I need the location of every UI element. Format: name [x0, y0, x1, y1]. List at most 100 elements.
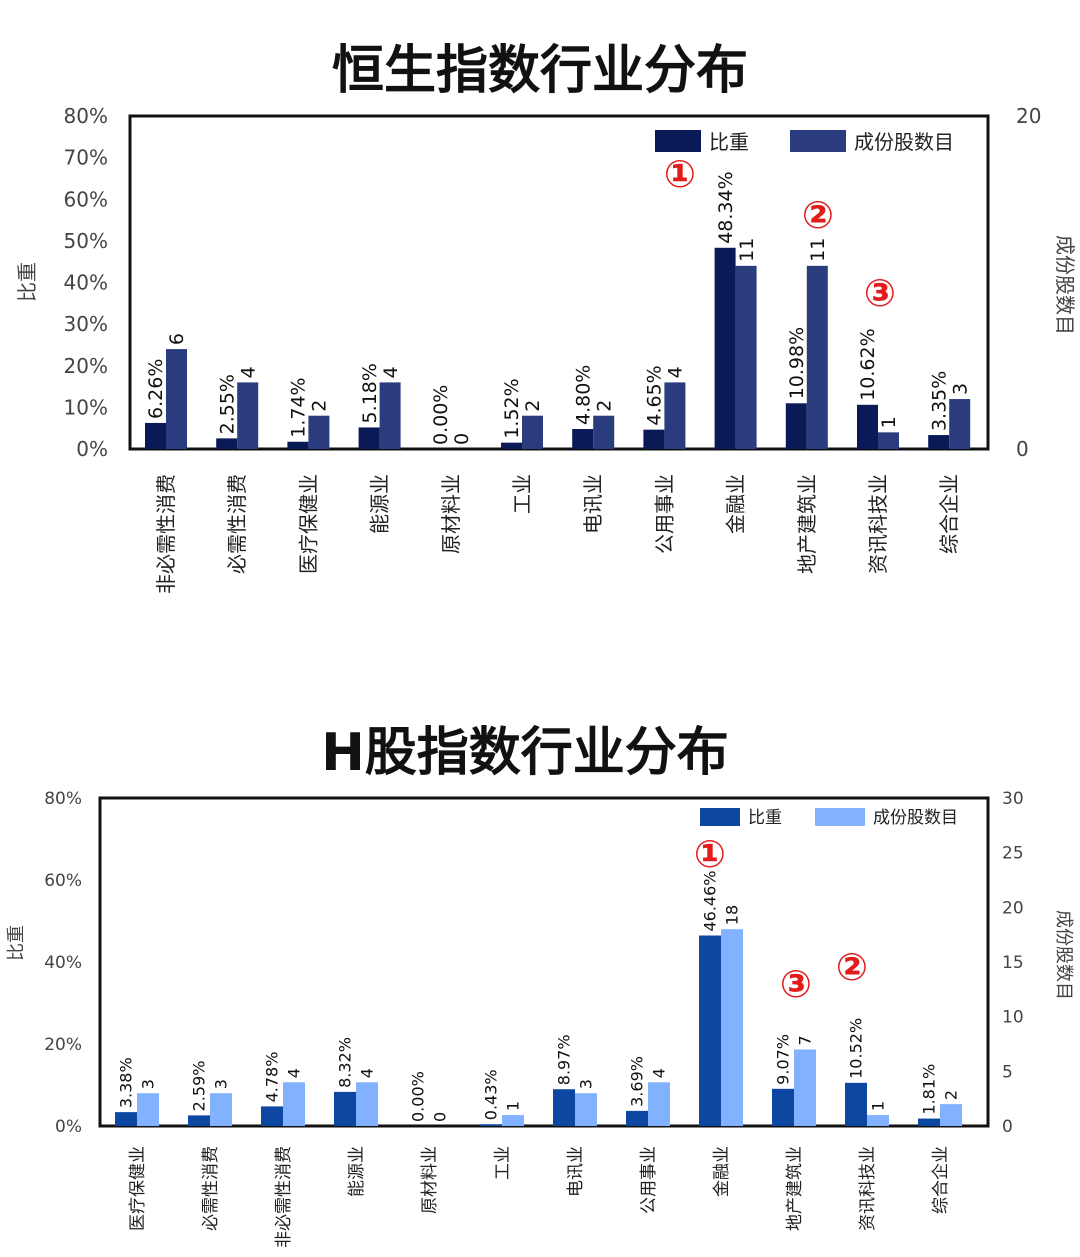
y-tick-label: 40% — [64, 271, 108, 295]
x-category-label: 资讯科技业 — [866, 474, 890, 574]
bar-weight — [553, 1089, 575, 1126]
bar-weight-label: 9.07% — [774, 1034, 793, 1085]
bar-weight — [188, 1115, 210, 1126]
plot-frame — [98, 796, 990, 1128]
bar-count — [575, 1093, 597, 1126]
x-category-label: 公用事业 — [652, 474, 676, 554]
bar-count-label: 11 — [736, 238, 758, 262]
bar-count — [664, 382, 686, 449]
x-category-label: 地产建筑业 — [785, 1146, 805, 1231]
y-tick-label: 70% — [64, 146, 108, 170]
x-category-label: 能源业 — [347, 1146, 367, 1197]
chart-1: 恒生指数行业分布0%10%20%30%40%50%60%70%80%020比重成… — [15, 41, 1077, 594]
bar-count — [283, 1082, 305, 1126]
y2-tick-label: 25 — [1002, 844, 1024, 864]
bar-weight-label: 0.00% — [430, 385, 452, 445]
x-category-label: 金融业 — [712, 1146, 732, 1197]
y-axis-label: 比重 — [6, 925, 27, 961]
y-tick-label: 20% — [44, 1035, 82, 1055]
y-axis-label: 比重 — [15, 262, 39, 302]
bar-count-label: 1 — [878, 416, 900, 428]
bar-count-label: 3 — [212, 1079, 231, 1089]
bar-weight-label: 4.65% — [644, 365, 666, 425]
bar-weight-label: 10.98% — [786, 327, 808, 399]
bar-count — [867, 1115, 889, 1126]
bar-weight-label: 8.32% — [336, 1037, 355, 1088]
y2-tick-label: 5 — [1002, 1062, 1013, 1082]
bar-count — [210, 1093, 232, 1126]
bar-weight-label: 3.69% — [628, 1056, 647, 1107]
y-tick-label: 10% — [64, 395, 108, 419]
bar-weight — [714, 247, 736, 449]
x-category-label: 必需性消费 — [225, 474, 249, 574]
bar-count — [356, 1082, 378, 1126]
bar-count-label: 18 — [723, 905, 742, 925]
x-category-label: 公用事业 — [639, 1146, 659, 1214]
annotation-marker: ① — [694, 832, 726, 876]
y-tick-label: 20% — [64, 354, 108, 378]
bar-count-label: 6 — [166, 333, 188, 345]
bar-weight-label: 2.59% — [190, 1061, 209, 1112]
legend-swatch — [655, 130, 701, 152]
bar-weight — [287, 441, 309, 449]
x-category-label: 必需性消费 — [201, 1146, 221, 1231]
bar-weight-label: 48.34% — [715, 171, 737, 243]
legend-swatch — [700, 808, 740, 826]
bar-weight — [772, 1088, 794, 1126]
bar-weight-label: 1.81% — [920, 1064, 939, 1115]
bar-count-label: 4 — [237, 366, 259, 378]
bar-weight — [785, 403, 807, 449]
x-category-label: 资讯科技业 — [858, 1146, 878, 1231]
y2-tick-label: 0 — [1002, 1117, 1013, 1137]
bar-weight-label: 0.43% — [482, 1069, 501, 1120]
x-category-label: 电讯业 — [581, 474, 605, 534]
x-category-label: 非必需性消费 — [154, 474, 178, 594]
bar-count-label: 7 — [796, 1035, 815, 1045]
bar-count — [522, 415, 543, 449]
legend-label: 成份股数目 — [854, 130, 954, 154]
bar-count — [940, 1104, 962, 1126]
x-category-label: 地产建筑业 — [795, 474, 819, 574]
bar-weight-label: 4.78% — [263, 1052, 282, 1103]
bar-count — [593, 415, 615, 449]
bar-count — [721, 929, 743, 1126]
x-category-label: 医疗保健业 — [296, 474, 320, 574]
bar-count-label: 11 — [807, 238, 829, 262]
bar-weight-label: 46.46% — [701, 870, 720, 931]
bar-count-label: 3 — [949, 383, 971, 395]
bar-weight — [845, 1082, 867, 1126]
bar-count-label: 1 — [504, 1101, 523, 1111]
bar-count-label: 2 — [309, 400, 331, 412]
bar-weight — [643, 429, 665, 449]
legend-swatch — [790, 130, 846, 152]
bar-weight — [699, 935, 721, 1126]
bar-count — [237, 382, 259, 449]
y2-axis-label: 成份股数目 — [1053, 235, 1077, 335]
y2-tick-label: 20 — [1002, 898, 1024, 918]
bar-weight — [928, 435, 950, 449]
x-category-label: 非必需性消费 — [274, 1146, 294, 1248]
legend-label: 比重 — [748, 808, 782, 828]
bar-weight — [572, 429, 594, 449]
y-tick-label: 60% — [64, 187, 108, 211]
bar-count-label: 0 — [451, 433, 473, 445]
bar-weight — [216, 438, 238, 449]
annotation-marker: ② — [802, 193, 834, 237]
bar-weight-label: 4.80% — [572, 365, 594, 425]
bar-weight-label: 6.26% — [145, 359, 167, 419]
x-category-label: 原材料业 — [420, 1146, 440, 1214]
bar-count-label: 1 — [869, 1101, 888, 1111]
chart-title: H股指数行业分布 — [321, 723, 729, 783]
bar-count-label: 3 — [139, 1079, 158, 1089]
annotation-marker: ③ — [780, 962, 812, 1006]
bar-count-label: 4 — [665, 366, 687, 378]
bar-count — [308, 415, 330, 449]
y2-axis-label: 成份股数目 — [1053, 910, 1074, 1000]
bar-count-label: 0 — [431, 1112, 450, 1122]
y-tick-label: 0% — [55, 1117, 82, 1137]
bar-weight-label: 8.97% — [555, 1034, 574, 1085]
x-category-label: 电讯业 — [566, 1146, 586, 1197]
bar-weight — [115, 1112, 137, 1126]
